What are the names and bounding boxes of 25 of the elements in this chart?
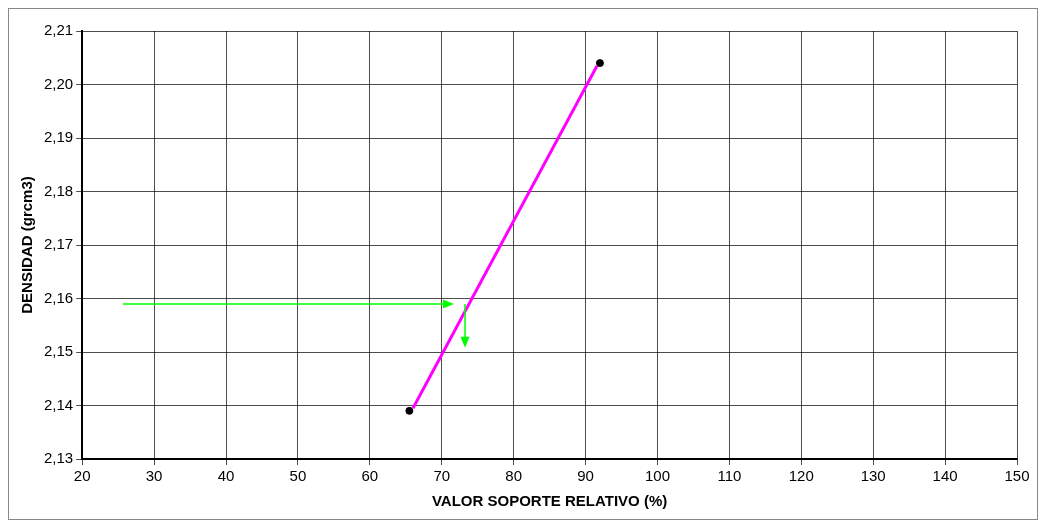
x-tick-label: 90: [577, 467, 594, 485]
y-tick-label: 2,15: [43, 342, 74, 360]
y-tick-label: 2,14: [43, 395, 74, 413]
x-tick-label: 50: [289, 467, 307, 485]
y-tick-label: 2,16: [43, 288, 74, 306]
y-tick-label: 2,20: [43, 74, 74, 92]
y-axis-title: DENSIDAD (grcm3): [18, 176, 36, 314]
x-tick-label: 130: [860, 467, 886, 485]
x-axis-title: VALOR SOPORTE RELATIVO (%): [431, 492, 668, 510]
x-tick-label: 40: [217, 467, 235, 485]
y-tick-label: 2,13: [43, 449, 74, 467]
y-tick-label: 2,18: [43, 181, 74, 199]
x-tick-label: 70: [433, 467, 451, 485]
x-tick-label: 110: [717, 467, 742, 485]
x-tick-label: 80: [505, 467, 522, 485]
y-tick-label: 2,17: [43, 235, 74, 253]
y-tick-label: 2,21: [43, 21, 74, 39]
x-tick-label: 100: [644, 467, 670, 485]
x-tick-label: 60: [361, 467, 379, 485]
x-tick-label: 140: [932, 467, 958, 485]
x-tick-label: 150: [1004, 467, 1030, 485]
x-tick-label: 120: [788, 467, 814, 485]
x-tick-label: 20: [73, 467, 91, 485]
x-tick-label: 30: [145, 467, 163, 485]
y-tick-label: 2,19: [43, 128, 74, 146]
